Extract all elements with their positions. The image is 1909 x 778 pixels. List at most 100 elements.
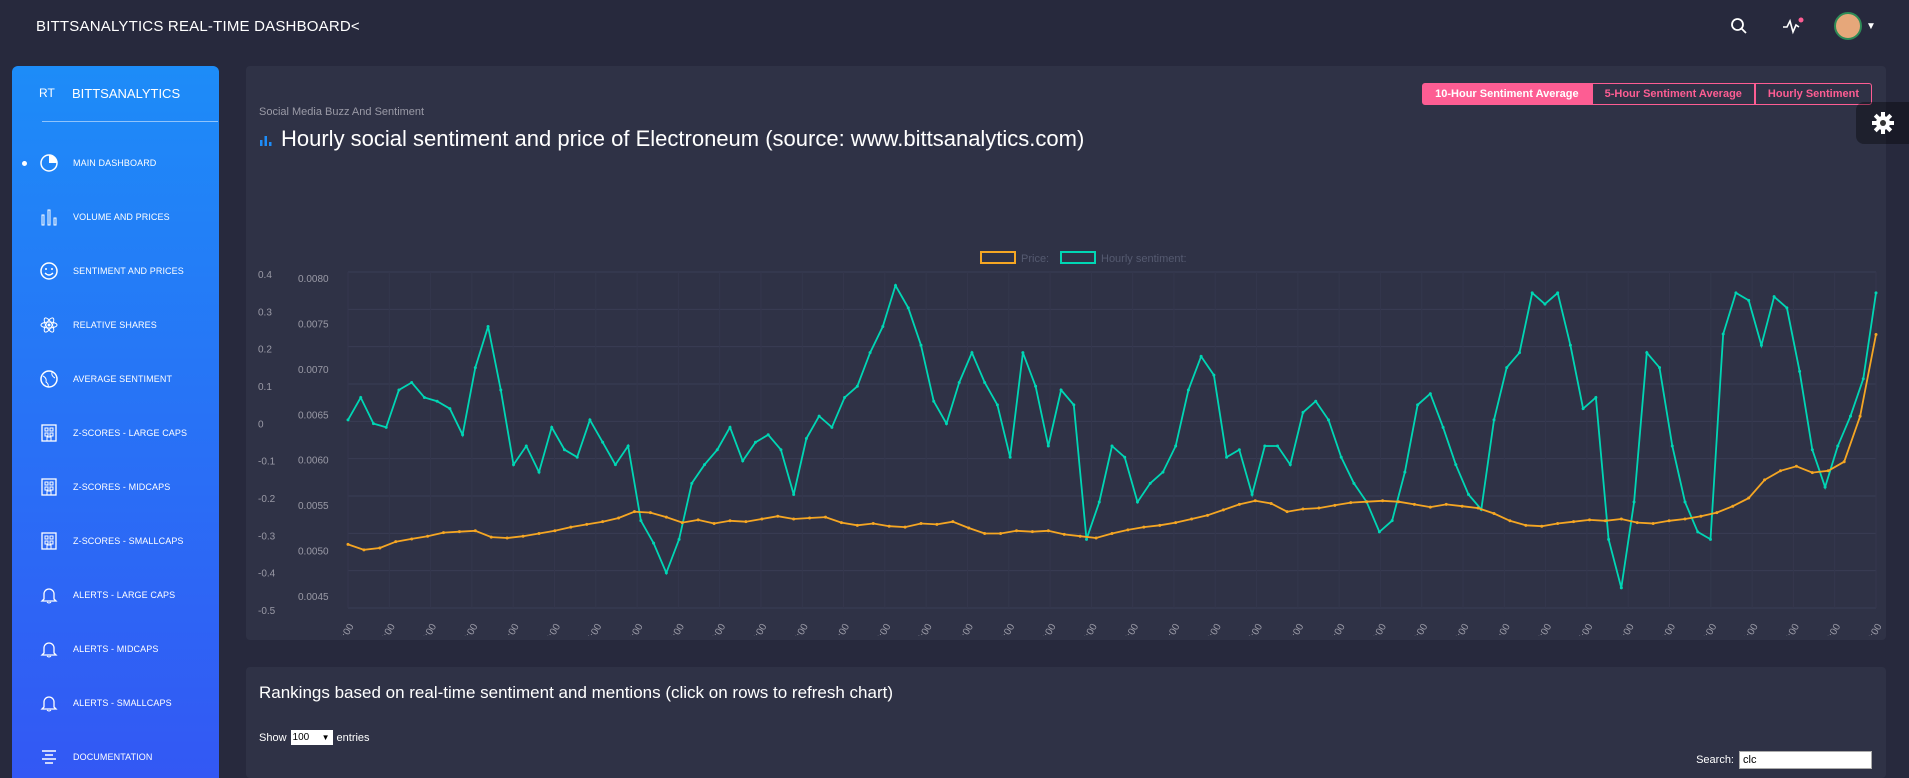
sentiment-line-point — [804, 437, 808, 441]
sidebar-item-average-sentiment[interactable]: AVERAGE SENTIMENT — [12, 359, 219, 399]
sentiment-line-point — [1097, 500, 1101, 504]
x-tick-label: 09-11 15:00 — [899, 622, 935, 636]
sidebar-item-z-scores-large-caps[interactable]: Z-SCORES - LARGE CAPS — [12, 413, 219, 453]
settings-toggle[interactable] — [1856, 102, 1909, 144]
price-line-point — [792, 517, 796, 521]
sentiment-line-point — [499, 388, 503, 392]
y-tick-label-sentiment: -0.3 — [258, 531, 276, 542]
sidebar-logo[interactable]: RT BITTSANALYTICS — [12, 66, 219, 121]
price-line-point — [1206, 513, 1209, 517]
y-tick-label-sentiment: 0.1 — [258, 382, 272, 393]
sentiment-line-point — [1708, 537, 1712, 541]
y-tick-label-sentiment: 0.4 — [258, 270, 272, 281]
hourly-sentiment-button[interactable]: Hourly Sentiment — [1754, 83, 1872, 105]
legend-label: Hourly sentiment: — [1101, 253, 1187, 265]
price-line-point — [617, 516, 621, 520]
price-line-point — [1397, 500, 1400, 504]
sentiment-line-point — [448, 407, 452, 411]
price-line-point — [1381, 499, 1385, 503]
sentiment-line-point — [1874, 291, 1878, 295]
search-icon[interactable] — [1725, 12, 1753, 40]
dashboard-title[interactable]: BITTSANALYTICS REAL-TIME DASHBOARD< — [36, 18, 360, 35]
activity-notification-icon[interactable] — [1779, 12, 1807, 40]
price-line-point — [1349, 501, 1353, 505]
sentiment-line-point — [1276, 444, 1280, 448]
sidebar-item-volume-and-prices[interactable]: VOLUME AND PRICES — [12, 197, 219, 237]
user-menu[interactable]: ▼ — [1833, 12, 1877, 40]
sidebar-item-alerts-midcaps[interactable]: ALERTS - MIDCAPS — [12, 629, 219, 669]
price-line-point — [1301, 507, 1305, 511]
top-navbar: BITTSANALYTICS REAL-TIME DASHBOARD< ▼ — [0, 0, 1909, 52]
sidebar-item-label: Z-SCORES - LARGE CAPS — [73, 428, 188, 438]
sentiment-line-point — [1619, 586, 1623, 590]
price-line-point — [648, 511, 652, 515]
sentiment-line-point — [1517, 351, 1521, 355]
price-line-point — [362, 548, 366, 552]
sentiment-line-point — [830, 425, 834, 429]
ten-hour-average-button[interactable]: 10-Hour Sentiment Average — [1422, 83, 1592, 105]
avatar[interactable] — [1834, 12, 1863, 40]
sentiment-line — [347, 283, 1877, 589]
y-tick-label-sentiment: -0.1 — [258, 457, 276, 468]
entries-length-control: Show 100 ▼ entries — [259, 730, 370, 745]
price-line-point — [1221, 508, 1225, 512]
sentiment-line-point — [728, 425, 732, 429]
entries-select[interactable]: 100 ▼ — [290, 730, 333, 745]
sidebar-item-label: RELATIVE SHARES — [73, 320, 157, 330]
sidebar-item-documentation[interactable]: DOCUMENTATION — [12, 737, 219, 777]
sidebar-item-relative-shares[interactable]: RELATIVE SHARES — [12, 305, 219, 345]
price-line-point — [585, 522, 589, 526]
price-line-point — [1333, 503, 1337, 507]
y-tick-label-price: 0.0075 — [298, 319, 329, 330]
y-tick-label-price: 0.0050 — [298, 547, 329, 558]
sidebar-item-label: VOLUME AND PRICES — [73, 212, 170, 222]
sentiment-line-point — [1772, 295, 1776, 299]
sidebar-item-alerts-large-caps[interactable]: ALERTS - LARGE CAPS — [12, 575, 219, 615]
x-tick-label: 09-09 00:00 — [609, 622, 645, 636]
sidebar-item-alerts-smallcaps[interactable]: ALERTS - SMALLCAPS — [12, 683, 219, 723]
sentiment-line-point — [766, 433, 770, 437]
price-line-point — [1842, 460, 1846, 464]
price-line-point — [999, 531, 1003, 535]
logo-full[interactable]: BITTSANALYTICS — [72, 86, 181, 101]
search-input[interactable]: clc — [1739, 751, 1872, 769]
bell-icon — [38, 584, 60, 606]
sentiment-line-point — [881, 325, 885, 329]
sentiment-line-point — [639, 519, 643, 523]
price-line-point — [903, 525, 907, 529]
five-hour-average-button[interactable]: 5-Hour Sentiment Average — [1591, 83, 1755, 105]
sidebar-item-z-scores-smallcaps[interactable]: Z-SCORES - SMALLCAPS — [12, 521, 219, 561]
x-tick-label: 09-10 03:00 — [733, 622, 769, 636]
x-tick-label: 09-16 12:00 — [1435, 622, 1471, 636]
sentiment-line-point — [906, 306, 910, 310]
x-tick-label: 09-17 06:00 — [1518, 622, 1554, 636]
price-line-point — [1731, 504, 1735, 508]
price-line-point — [1365, 500, 1369, 504]
sentiment-price-chart[interactable]: Price: Hourly sentiment: 0.4 0.3 0.2 0.1 0 -0.1… — [246, 176, 1886, 636]
sidebar-item-main-dashboard[interactable]: MAIN DASHBOARD — [12, 143, 219, 183]
smiley-icon — [38, 260, 60, 282]
sentiment-line-point — [1059, 388, 1063, 392]
show-label: Show — [259, 731, 287, 744]
sentiment-line-point — [741, 459, 745, 463]
sentiment-line-point — [1250, 493, 1254, 497]
sidebar-item-label: ALERTS - MIDCAPS — [73, 644, 159, 654]
sentiment-line-point — [779, 448, 783, 452]
sentiment-line-point — [626, 444, 630, 448]
sentiment-line-point — [1454, 463, 1458, 467]
sidebar-item-label: ALERTS - LARGE CAPS — [73, 590, 176, 600]
x-tick-label: 09-13 03:00 — [1064, 622, 1100, 636]
x-tick-label: 09-14 15:00 — [1229, 622, 1265, 636]
price-line-point — [1667, 519, 1671, 523]
x-tick-label: 09-08 06:00 — [527, 622, 563, 636]
sidebar-item-z-scores-midcaps[interactable]: Z-SCORES - MIDCAPS — [12, 467, 219, 507]
sentiment-line-point — [1072, 403, 1076, 407]
logo-mini[interactable]: RT — [39, 86, 55, 100]
price-line-point — [1556, 521, 1560, 525]
sidebar-item-sentiment-and-prices[interactable]: SENTIMENT AND PRICES — [12, 251, 219, 291]
x-tick-label: 09-15 00:00 — [1270, 622, 1306, 636]
x-tick-label: 09-09 18:00 — [692, 622, 728, 636]
sentiment-line-point — [1186, 388, 1190, 392]
sentiment-line-point — [715, 448, 719, 452]
price-line-point — [1237, 502, 1241, 506]
